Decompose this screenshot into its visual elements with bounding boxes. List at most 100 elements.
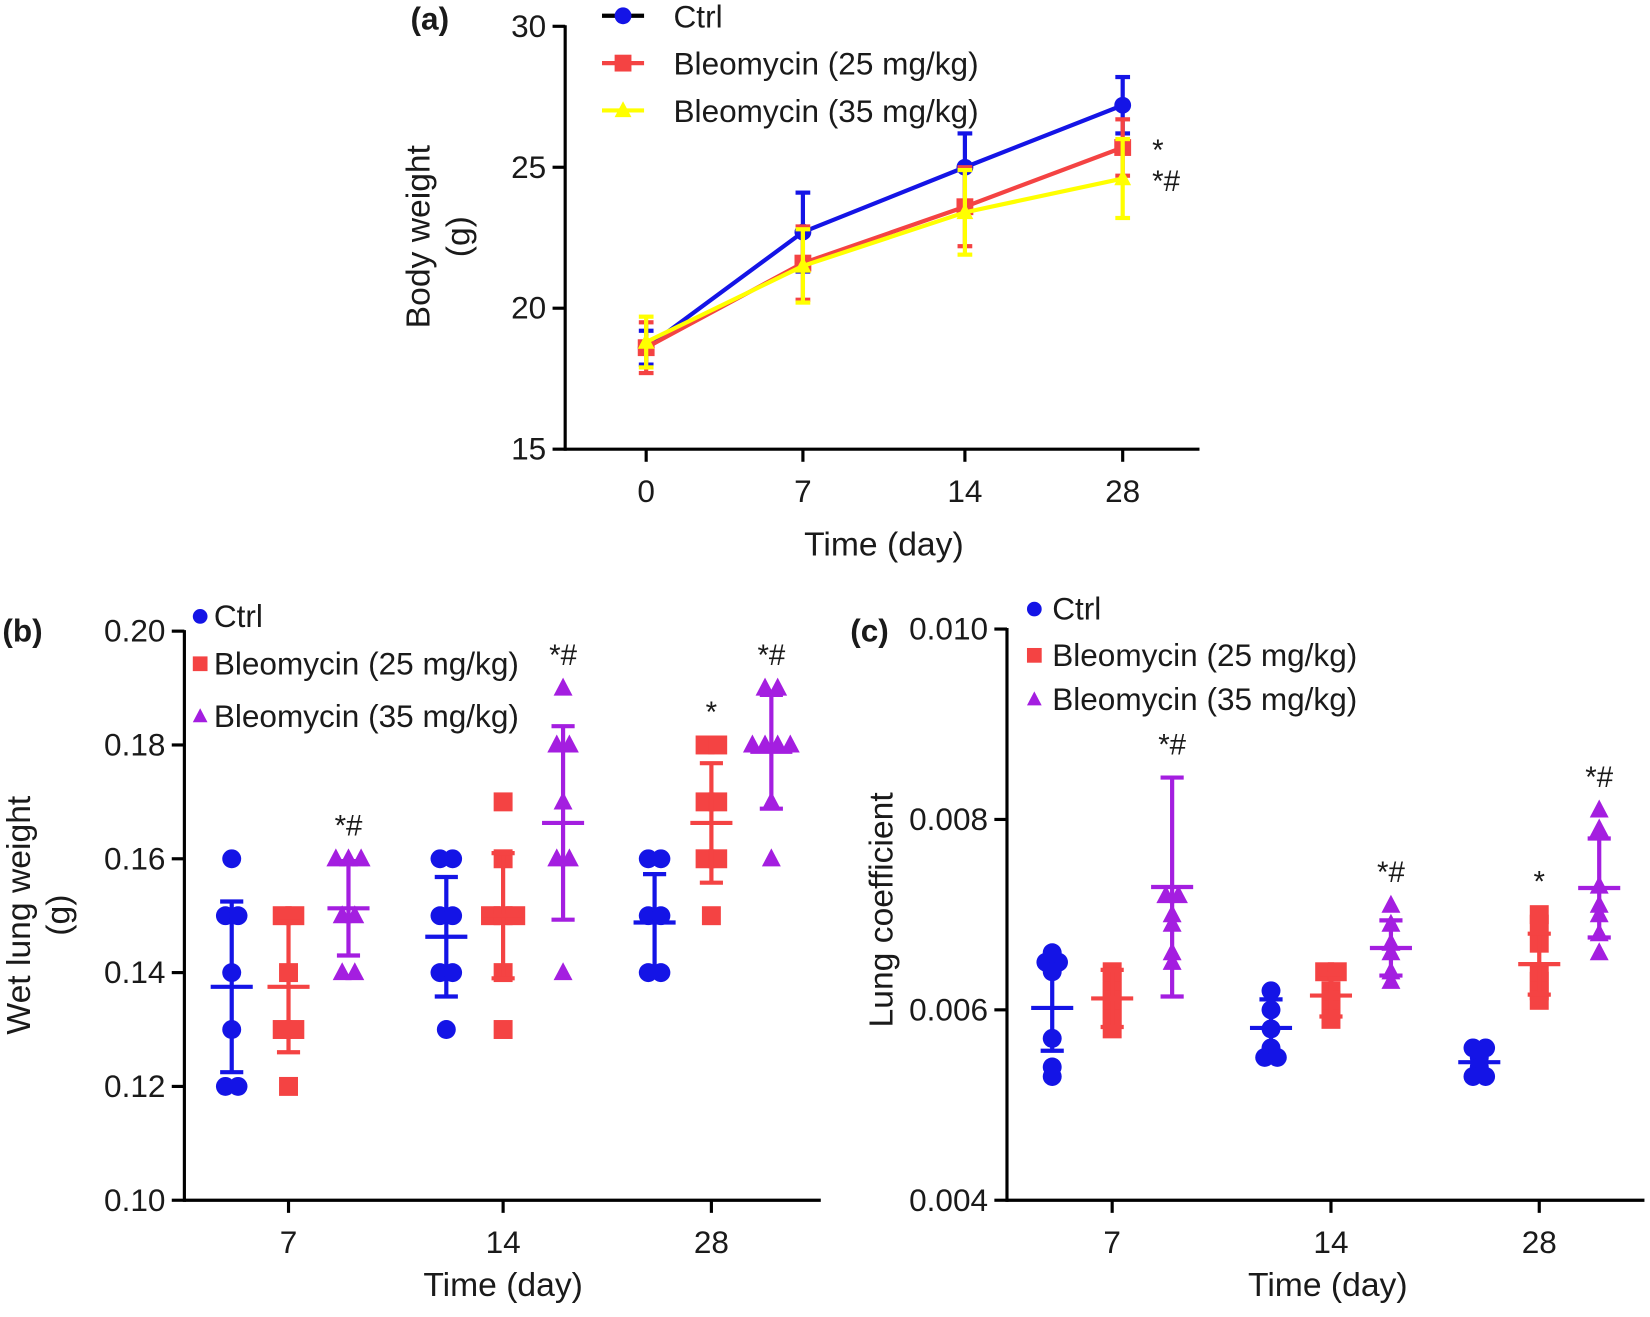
- x-tick-label: 0: [637, 473, 655, 509]
- data-point: [332, 962, 352, 981]
- legend-marker: [1026, 647, 1042, 663]
- mean-sd-bar: [1031, 962, 1074, 1053]
- series-ctrl: [1031, 943, 1501, 1086]
- data-point: [1381, 894, 1401, 913]
- data-point: [637, 332, 655, 349]
- significance-label: *: [706, 696, 717, 729]
- legend-label: Bleomycin (25 mg/kg): [674, 46, 979, 82]
- significance-label: *#: [549, 639, 577, 672]
- x-axis-label: Time (day): [1248, 1267, 1408, 1304]
- y-tick-label: 0.12: [104, 1068, 165, 1104]
- mean-sd-bar: [210, 899, 253, 1075]
- mean-sd-bar: [267, 919, 310, 1055]
- data-point: [436, 1020, 456, 1039]
- y-tick-label: 0.010: [909, 611, 988, 647]
- significance-label: *#: [757, 639, 785, 672]
- data-point: [1042, 1067, 1062, 1086]
- legend-item: Bleomycin (35 mg/kg): [1026, 681, 1357, 717]
- significance-label: *#: [1585, 761, 1613, 794]
- panel-label: (b): [2, 613, 42, 649]
- y-tick-label: 0.004: [909, 1182, 988, 1218]
- series-bleo35: *# *# *#: [326, 639, 800, 981]
- axes: [994, 627, 1645, 1213]
- panel-label: (c): [850, 613, 889, 649]
- data-point: [1589, 942, 1609, 961]
- data-point: [651, 849, 671, 869]
- data-point: [701, 906, 721, 926]
- data-point: [228, 1076, 248, 1096]
- series-bleo25: *: [267, 696, 733, 1096]
- legend-label: Bleomycin (35 mg/kg): [214, 698, 519, 734]
- data-point: [768, 677, 788, 696]
- panel-label: (a): [411, 0, 450, 36]
- mean-sd-bar: [1578, 836, 1621, 940]
- legend-item: Bleomycin (25 mg/kg): [192, 645, 519, 681]
- axes: [552, 24, 1200, 462]
- mean-sd-bar: [425, 874, 468, 999]
- legend-label: Bleomycin (35 mg/kg): [674, 93, 979, 129]
- x-tick-label: 14: [947, 473, 982, 509]
- legend: Ctrl Bleomycin (25 mg/kg) Bleomycin (35 mg…: [192, 598, 519, 734]
- series-line: [645, 145, 1124, 350]
- y-tick-label: 20: [511, 290, 546, 326]
- data-point: [780, 734, 800, 753]
- mean-sd-bar: [1309, 972, 1353, 1019]
- y-tick-label: 0.008: [909, 801, 988, 837]
- legend-label: Ctrl: [674, 0, 723, 34]
- mean-sd-bar: [1369, 918, 1412, 978]
- legend-label: Ctrl: [1052, 591, 1101, 627]
- mean-sd-bar: [1458, 1048, 1501, 1076]
- mean-sd-bar: [750, 692, 793, 811]
- series-line: [645, 176, 1124, 344]
- x-tick-label: 14: [486, 1224, 521, 1260]
- legend-label: Bleomycin (25 mg/kg): [1052, 637, 1357, 673]
- data-point: [1589, 818, 1609, 837]
- data-point: [493, 792, 513, 812]
- legend-label: Ctrl: [214, 598, 263, 634]
- legend-marker: [192, 656, 208, 672]
- mean-sd-bar: [1151, 775, 1194, 999]
- data-point: [1114, 96, 1132, 114]
- data-point: [708, 735, 728, 755]
- data-point: [553, 962, 573, 981]
- y-tick-label: 0.18: [104, 726, 165, 762]
- legend-item: Bleomycin (25 mg/kg): [601, 46, 979, 82]
- data-point: [1381, 970, 1401, 989]
- data-point: [794, 256, 812, 273]
- y-tick-label: 0.10: [104, 1182, 165, 1218]
- legend: Ctrl Bleomycin (25 mg/kg) Bleomycin (35 mg…: [601, 0, 979, 129]
- x-tick-label: 28: [694, 1224, 729, 1260]
- significance-label: *: [1534, 865, 1545, 898]
- legend-marker: [192, 609, 208, 624]
- x-axis-label: Time (day): [423, 1267, 583, 1304]
- y-tick-label: 0.20: [104, 613, 165, 649]
- y-axis-label: Wet lung weight(g): [1, 795, 78, 1034]
- legend-item: Ctrl: [192, 598, 263, 634]
- data-point: [345, 962, 365, 981]
- x-tick-label: 28: [1522, 1224, 1557, 1260]
- legend-item: Ctrl: [1026, 591, 1101, 627]
- legend-item: Ctrl: [601, 0, 723, 34]
- y-tick-label: 30: [511, 8, 546, 44]
- data-point: [553, 677, 573, 696]
- legend-marker: [1026, 601, 1042, 617]
- data-point: [279, 1076, 298, 1096]
- x-tick-label: 7: [1103, 1224, 1121, 1260]
- series-bleo35_a: *#: [637, 136, 1181, 370]
- legend-marker: [614, 54, 632, 72]
- y-axis-label: Lung coefficient: [863, 792, 900, 1028]
- y-tick-label: 25: [511, 149, 546, 185]
- x-tick-label: 7: [280, 1224, 298, 1260]
- legend-marker: [1026, 691, 1042, 706]
- series-bleo25: *: [637, 117, 1164, 376]
- legend-label: Bleomycin (35 mg/kg): [1052, 681, 1357, 717]
- chart-panel-a: 15 20 25 30 0 7 14 28 Time (day) Body weight(g) (a…: [400, 0, 1200, 563]
- y-axis-label: Body weight(g): [400, 144, 477, 328]
- legend-label: Bleomycin (25 mg/kg): [214, 645, 519, 681]
- data-point: [443, 849, 463, 869]
- chart-panel-b: 0.10 0.12 0.14 0.16 0.18 0.20 7 14 28 Time (day) W…: [1, 598, 821, 1304]
- legend-marker: [614, 7, 632, 25]
- legend-item: Bleomycin (35 mg/kg): [601, 93, 979, 129]
- mean-sd-bar: [690, 761, 733, 885]
